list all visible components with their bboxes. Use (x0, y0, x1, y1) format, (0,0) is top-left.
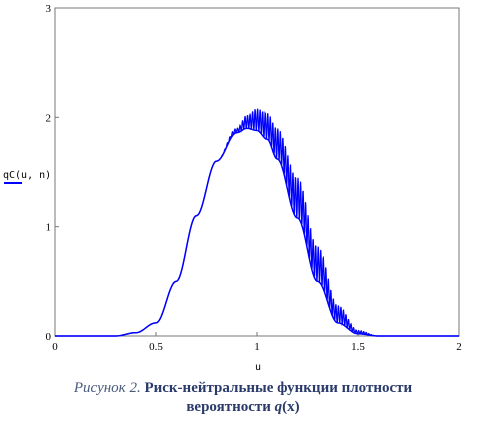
y-tick-label: 2 (46, 112, 52, 124)
y-tick-label: 0 (46, 331, 52, 343)
density-lower-envelope (55, 127, 459, 337)
plot-frame (54, 7, 460, 337)
density-band (55, 108, 459, 337)
caption-prefix: Рисунок 2. (73, 380, 141, 396)
axis-tick-labels: 0 0.5 1 1.5 2 0 1 2 3 (46, 3, 462, 353)
density-chart: 0 0.5 1 1.5 2 0 1 2 3 qC(u, n) u (3, 3, 462, 373)
x-axis-label: u (255, 362, 261, 373)
caption-text-line2: вероятности (186, 399, 271, 415)
caption-text-line1: Риск-нейтральные функции плотности (144, 380, 413, 396)
caption-variable: q (274, 399, 283, 415)
y-tick-label: 1 (46, 222, 52, 234)
x-tick-label: 0 (52, 341, 58, 353)
axis-ticks (54, 7, 460, 337)
x-tick-label: 0.5 (149, 341, 163, 353)
figure-caption: Рисунок 2. Риск-нейтральные функции плот… (0, 379, 486, 417)
x-tick-label: 2 (456, 341, 462, 353)
x-tick-label: 1.5 (351, 341, 365, 353)
y-tick-label: 3 (46, 3, 52, 15)
caption-variable-arg: (x) (282, 399, 300, 415)
y-axis-label: qC(u, n) (3, 170, 51, 181)
x-tick-label: 1 (254, 341, 260, 353)
density-series-line (55, 108, 459, 337)
